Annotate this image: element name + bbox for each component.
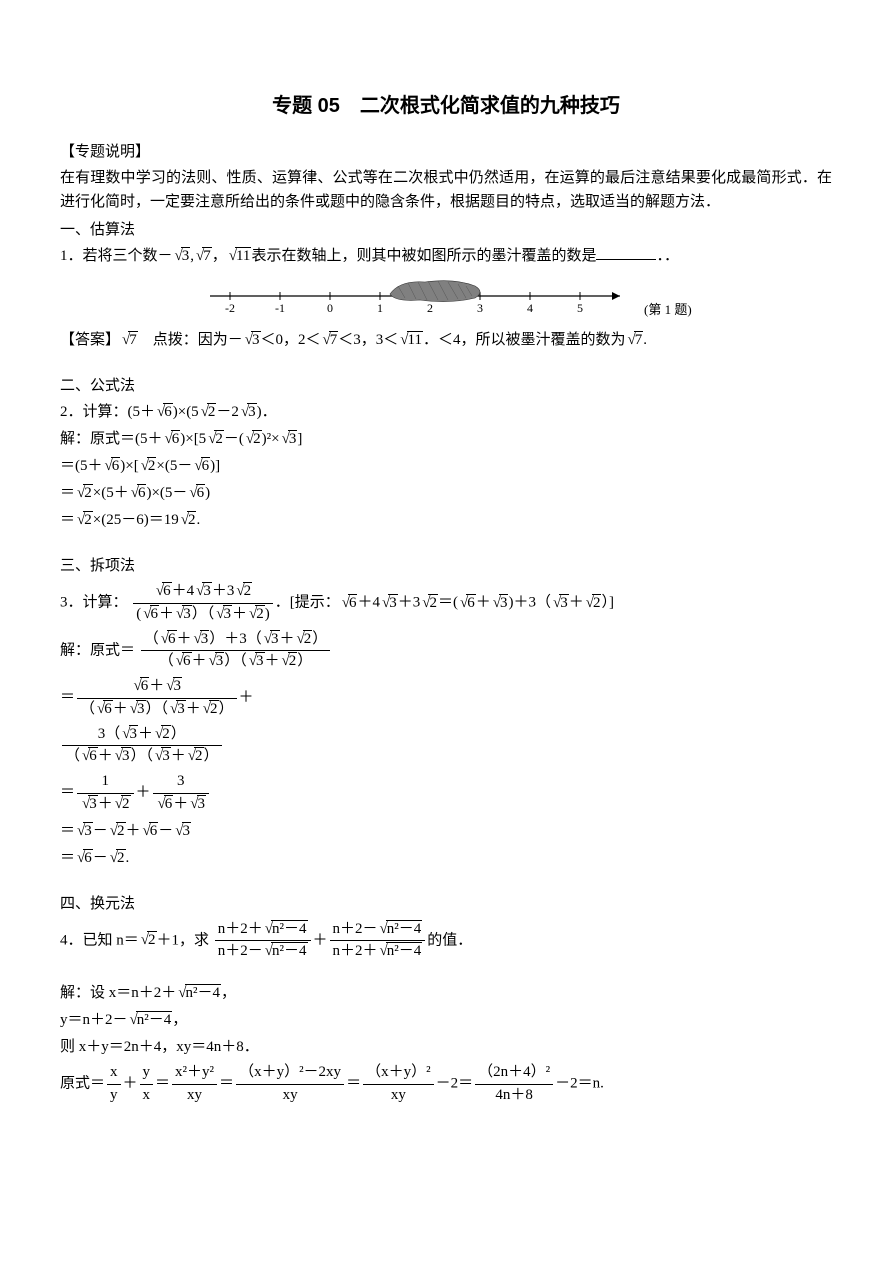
svg-text:4: 4 (527, 301, 533, 314)
s4-final: 原式＝xy＋yx＝x²＋y²xy＝（x＋y）²－2xyxy＝（x＋y）²xy－2… (60, 1062, 832, 1107)
s2-line1: 解：原式＝(5＋6)×[52－(2)²×3] (60, 427, 832, 451)
s3-step1: 解：原式＝ （6＋3）＋3（3＋2） （6＋3）（3＋2） (60, 629, 832, 674)
s2-line3: ＝2×(5＋6)×(5－6) (60, 481, 832, 505)
sqrt-11b-icon: 11 (398, 328, 423, 352)
s1-q-prefix: 1．若将三个数－ (60, 248, 173, 264)
svg-text:-1: -1 (275, 301, 285, 314)
s1-answer: 【答案】7 点拨：因为－3＜0，2＜7＜3，3＜11．＜4，所以被墨汁覆盖的数为… (60, 328, 832, 352)
s2-question: 2．计算：(5＋6)×(52－23)． (60, 400, 832, 424)
s4-sol-x: 解：设 x＝n＋2＋n²－4， (60, 981, 832, 1005)
title: 专题 05 二次根式化简求值的九种技巧 (60, 90, 832, 122)
s3-step5: ＝6－2. (60, 846, 832, 870)
sqrt-11-icon: 11 (227, 244, 252, 268)
s2-heading: 二、公式法 (60, 374, 832, 398)
s4-sol-xy: 则 x＋y＝2n＋4，xy＝4n＋8． (60, 1035, 832, 1059)
section-3: 三、拆项法 3．计算： 6＋43＋32 (6＋3）（3＋2) ．[提示：6＋43… (60, 554, 832, 870)
s3-step3: ＝ 1 3＋2 ＋ 3 6＋3 (60, 771, 832, 816)
number-line-icon: -2 -1 0 1 2 3 4 5 (200, 274, 640, 314)
sqrt-3b-icon: 3 (243, 328, 261, 352)
sqrt-3-icon: 3 (173, 244, 191, 268)
svg-text:1: 1 (377, 301, 383, 314)
s2-line4: ＝2×(25－6)＝192. (60, 508, 832, 532)
sqrt-7b-icon: 7 (120, 328, 138, 352)
intro-label: 【专题说明】 (60, 140, 832, 164)
s3-step2a: ＝ 6＋3 （6＋3）（3＋2） ＋ (60, 676, 832, 721)
number-line-figure: -2 -1 0 1 2 3 4 5 (第 (60, 274, 832, 322)
s4-question: 4．已知 n＝2＋1，求 n＋2＋n²－4 n＋2－n²－4 ＋ n＋2－n²－… (60, 919, 832, 964)
sqrt-7c-icon: 7 (321, 328, 339, 352)
fig-caption: (第 1 题) (644, 302, 692, 317)
s1-q-mid: 表示在数轴上，则其中被如图所示的墨汁覆盖的数是 (251, 248, 596, 264)
ans-prefix: 点拨：因为－ (138, 332, 243, 348)
s1-heading: 一、估算法 (60, 218, 832, 242)
page: 专题 05 二次根式化简求值的九种技巧 【专题说明】 在有理数中学习的法则、性质… (0, 0, 892, 1262)
s2-line2: ＝(5＋6)×[2×(5－6)] (60, 454, 832, 478)
s3-step4: ＝3－2＋6－3 (60, 819, 832, 843)
svg-text:5: 5 (577, 301, 583, 314)
svg-text:-2: -2 (225, 301, 235, 314)
ans-label: 【答案】 (60, 332, 120, 348)
s1-q-tail: ．． (656, 248, 679, 264)
section-4: 四、换元法 4．已知 n＝2＋1，求 n＋2＋n²－4 n＋2－n²－4 ＋ n… (60, 892, 832, 1107)
s3-question: 3．计算： 6＋43＋32 (6＋3）（3＋2) ．[提示：6＋43＋32＝(6… (60, 581, 832, 626)
svg-text:2: 2 (427, 301, 433, 314)
fill-blank (596, 244, 656, 260)
sqrt-7-icon: 7 (194, 244, 212, 268)
s3-heading: 三、拆项法 (60, 554, 832, 578)
section-2: 二、公式法 2．计算：(5＋6)×(52－23)． 解：原式＝(5＋6)×[52… (60, 374, 832, 532)
s1-question: 1．若将三个数－3,7，11表示在数轴上，则其中被如图所示的墨汁覆盖的数是．． (60, 244, 832, 268)
s4-heading: 四、换元法 (60, 892, 832, 916)
sqrt-7d-icon: 7 (625, 328, 643, 352)
svg-text:0: 0 (327, 301, 333, 314)
s3-step2b: 3（3＋2） （6＋3）（3＋2） (60, 724, 832, 769)
s3-main-frac: 6＋43＋32 (6＋3）（3＋2) (133, 581, 272, 626)
svg-text:3: 3 (477, 301, 483, 314)
s4-sol-y: y＝n＋2－n²－4， (60, 1008, 832, 1032)
intro-body: 在有理数中学习的法则、性质、运算律、公式等在二次根式中仍然适用，在运算的最后注意… (60, 166, 832, 214)
